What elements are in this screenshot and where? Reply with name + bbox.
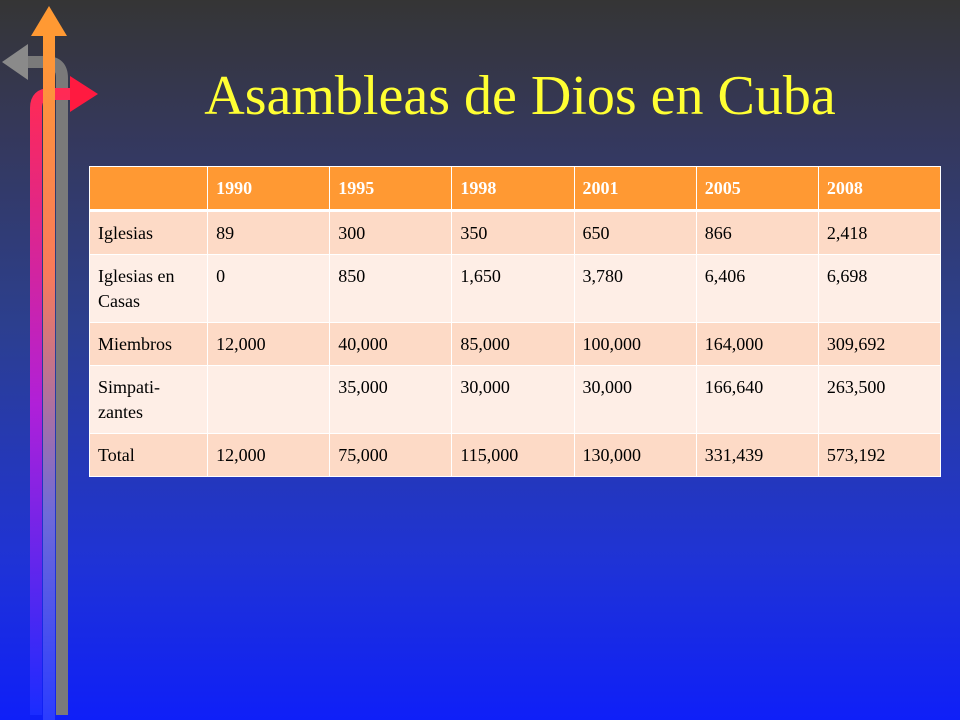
table-cell: 85,000 (451, 322, 575, 366)
statistics-table: 1990 1995 1998 2001 2005 2008 Iglesias 8… (88, 166, 942, 477)
header-cell-year: 2001 (573, 166, 697, 212)
table-cell: 0 (207, 254, 331, 323)
table-cell: 1,650 (451, 254, 575, 323)
table-cell: 650 (573, 210, 697, 255)
table-cell: 166,640 (695, 365, 819, 434)
table-cell: 12,000 (207, 433, 331, 477)
table-cell: 3,780 (573, 254, 697, 323)
table-row: Miembros 12,000 40,000 85,000 100,000 16… (88, 322, 942, 366)
table-cell: 6,406 (695, 254, 819, 323)
table-cell: 2,418 (817, 210, 942, 255)
table-cell: 130,000 (573, 433, 697, 477)
table-cell: 309,692 (817, 322, 942, 366)
header-cell-year: 1998 (451, 166, 575, 212)
table-cell: 331,439 (695, 433, 819, 477)
table-cell: 30,000 (451, 365, 575, 434)
decorative-arrows (2, 6, 98, 720)
table-cell: 850 (329, 254, 453, 323)
header-cell-year: 1990 (207, 166, 331, 212)
row-label: Iglesias en Casas (88, 254, 209, 323)
row-label: Total (88, 433, 209, 477)
header-cell-year: 2005 (695, 166, 819, 212)
table-cell: 866 (695, 210, 819, 255)
row-label: Miembros (88, 322, 209, 366)
table-cell: 164,000 (695, 322, 819, 366)
table-cell: 35,000 (329, 365, 453, 434)
table-cell: 350 (451, 210, 575, 255)
up-arrow-icon (31, 6, 67, 720)
table-cell: 263,500 (817, 365, 942, 434)
table-cell: 100,000 (573, 322, 697, 366)
table-row: Total 12,000 75,000 115,000 130,000 331,… (88, 433, 942, 477)
table-cell: 75,000 (329, 433, 453, 477)
row-label: Simpati-zantes (88, 365, 209, 434)
table-cell: 12,000 (207, 322, 331, 366)
table-cell: 573,192 (817, 433, 942, 477)
table-row: Iglesias en Casas 0 850 1,650 3,780 6,40… (88, 254, 942, 323)
header-cell-year: 2008 (817, 166, 942, 212)
row-label: Iglesias (88, 210, 209, 255)
table-row: Simpati-zantes 35,000 30,000 30,000 166,… (88, 365, 942, 434)
table-cell: 300 (329, 210, 453, 255)
table-cell: 6,698 (817, 254, 942, 323)
header-cell-corner (88, 166, 209, 212)
table-cell (207, 365, 331, 434)
table-row: Iglesias 89 300 350 650 866 2,418 (88, 210, 942, 255)
table-header-row: 1990 1995 1998 2001 2005 2008 (88, 166, 942, 212)
table-cell: 30,000 (573, 365, 697, 434)
header-cell-year: 1995 (329, 166, 453, 212)
table-cell: 40,000 (329, 322, 453, 366)
table-cell: 89 (207, 210, 331, 255)
slide-title: Asambleas de Dios en Cuba (204, 65, 836, 127)
table-cell: 115,000 (451, 433, 575, 477)
